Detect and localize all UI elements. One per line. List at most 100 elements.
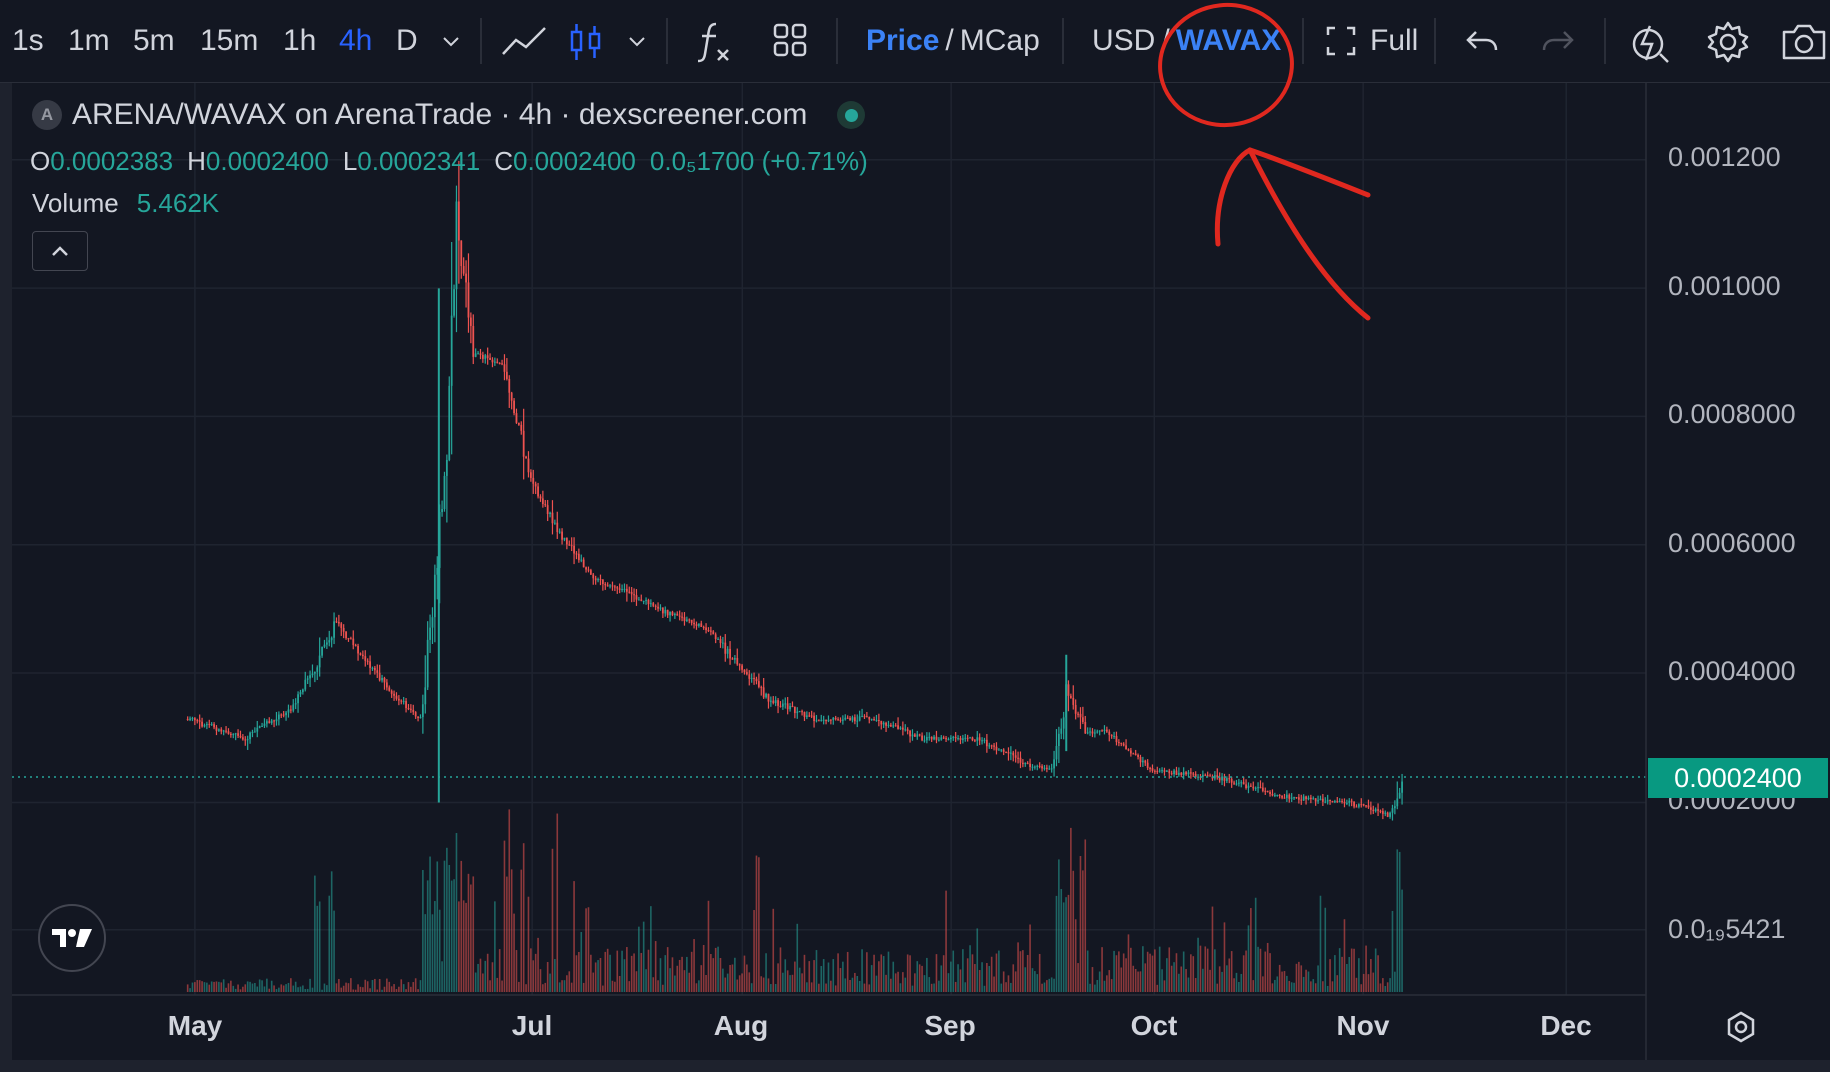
fullscreen-button[interactable]: Full: [1326, 0, 1418, 82]
timeframe-15m[interactable]: 15m: [200, 24, 259, 57]
volume-bar: [808, 961, 811, 992]
candle-body: [597, 579, 599, 581]
candle-body: [961, 738, 964, 740]
volume-bar: [892, 961, 895, 992]
axis-settings-icon[interactable]: [1724, 1010, 1758, 1044]
candle-body: [971, 737, 974, 741]
volume-bar: [1154, 949, 1156, 992]
timeframe-1s[interactable]: 1s: [12, 24, 44, 57]
price-tick: 0.0004000: [1668, 656, 1796, 686]
candle-body: [1038, 765, 1041, 767]
mcap-option[interactable]: MCap: [959, 24, 1040, 57]
redo-icon[interactable]: [1540, 24, 1576, 60]
candle-body: [361, 654, 364, 657]
volume-bar: [1142, 946, 1144, 992]
chevron-down-icon[interactable]: [626, 30, 648, 52]
candle-body: [669, 611, 671, 616]
volume-bar: [753, 910, 755, 992]
candle-body: [945, 738, 947, 740]
candle-body: [196, 720, 199, 722]
candle-body: [347, 638, 350, 640]
candle-body: [1257, 787, 1259, 789]
candle-body: [263, 723, 266, 726]
volume-bar: [1305, 969, 1307, 992]
volume-bar: [981, 962, 983, 992]
candle-body: [671, 611, 674, 616]
volume-bar: [906, 954, 909, 992]
candle-body: [1386, 812, 1389, 817]
candle-body: [1113, 735, 1115, 737]
candle-body: [940, 737, 943, 740]
candle-body: [311, 673, 314, 676]
volume-bar: [813, 960, 815, 992]
candle-body: [1228, 778, 1231, 780]
timeframe-1h[interactable]: 1h: [283, 24, 317, 57]
line-chart-icon[interactable]: [500, 20, 548, 64]
candle-body: [997, 749, 1000, 751]
undo-icon[interactable]: [1464, 24, 1500, 60]
candle-body: [767, 693, 770, 702]
chevron-down-icon[interactable]: [440, 30, 462, 52]
candle-body: [532, 477, 535, 484]
layout-icon[interactable]: [772, 20, 808, 60]
candle-body: [592, 574, 595, 579]
time-tick: Aug: [713, 1010, 769, 1041]
volume-bar: [791, 974, 794, 992]
currency-toggle[interactable]: USD / WAVAX: [1092, 0, 1281, 82]
volume-bar: [657, 980, 659, 992]
chart-toolbar: 1s 1m 5m 15m 1h 4h D Price / MCap USD / …: [0, 0, 1830, 83]
volume-bar: [635, 971, 638, 992]
candle-body: [784, 703, 787, 705]
price-mcap-toggle[interactable]: Price / MCap: [866, 0, 1040, 82]
candle-body: [1396, 798, 1399, 807]
candle-body: [527, 458, 530, 473]
volume-bar: [1286, 975, 1288, 992]
candle-body: [258, 726, 261, 728]
timeframe-5m[interactable]: 5m: [133, 24, 175, 57]
candle-body: [249, 732, 251, 740]
candle-body: [1065, 684, 1067, 718]
camera-icon[interactable]: [1780, 20, 1828, 64]
indicators-icon[interactable]: [694, 20, 734, 64]
candle-body: [594, 578, 597, 581]
candles-icon[interactable]: [568, 20, 604, 64]
candle-body: [256, 727, 259, 732]
timeframe-d[interactable]: D: [396, 24, 418, 57]
usd-option[interactable]: USD: [1092, 24, 1156, 57]
candle-body: [781, 703, 784, 707]
volume-bar: [962, 949, 964, 992]
candle-body: [412, 709, 415, 713]
candle-body: [1163, 770, 1166, 772]
replay-icon[interactable]: [1630, 20, 1672, 64]
candle-body: [1312, 798, 1315, 800]
volume-bar: [364, 979, 367, 992]
candle-body: [1393, 806, 1396, 809]
volume-bar: [998, 950, 1000, 992]
volume-bar: [1384, 985, 1387, 992]
candle-body: [1132, 753, 1135, 755]
volume-bar: [1293, 982, 1295, 992]
timeframe-1m[interactable]: 1m: [68, 24, 110, 57]
legend-collapse-button[interactable]: [32, 231, 88, 271]
volume-bar: [767, 978, 770, 992]
timeframe-4h[interactable]: 4h: [339, 24, 373, 57]
volume-bar: [1389, 978, 1391, 992]
volume-bar: [1077, 963, 1079, 992]
volume-bar: [1187, 977, 1190, 992]
tradingview-logo[interactable]: [38, 904, 106, 972]
candle-body: [796, 711, 799, 714]
candle-body: [1240, 782, 1243, 784]
price-option[interactable]: Price: [866, 24, 940, 57]
candle-body: [1355, 806, 1358, 808]
wavax-option[interactable]: WAVAX: [1175, 24, 1282, 57]
volume-bar: [1173, 962, 1175, 992]
volume-bar: [582, 982, 585, 992]
volume-bar: [1245, 950, 1247, 992]
settings-icon[interactable]: [1706, 20, 1750, 64]
candle-body: [810, 715, 813, 717]
volume-bar: [330, 871, 333, 992]
volume-bar: [345, 982, 347, 992]
volume-bar: [599, 957, 602, 992]
volume-bar: [374, 978, 376, 992]
volume-legend: Volume 5.462K: [32, 188, 219, 219]
